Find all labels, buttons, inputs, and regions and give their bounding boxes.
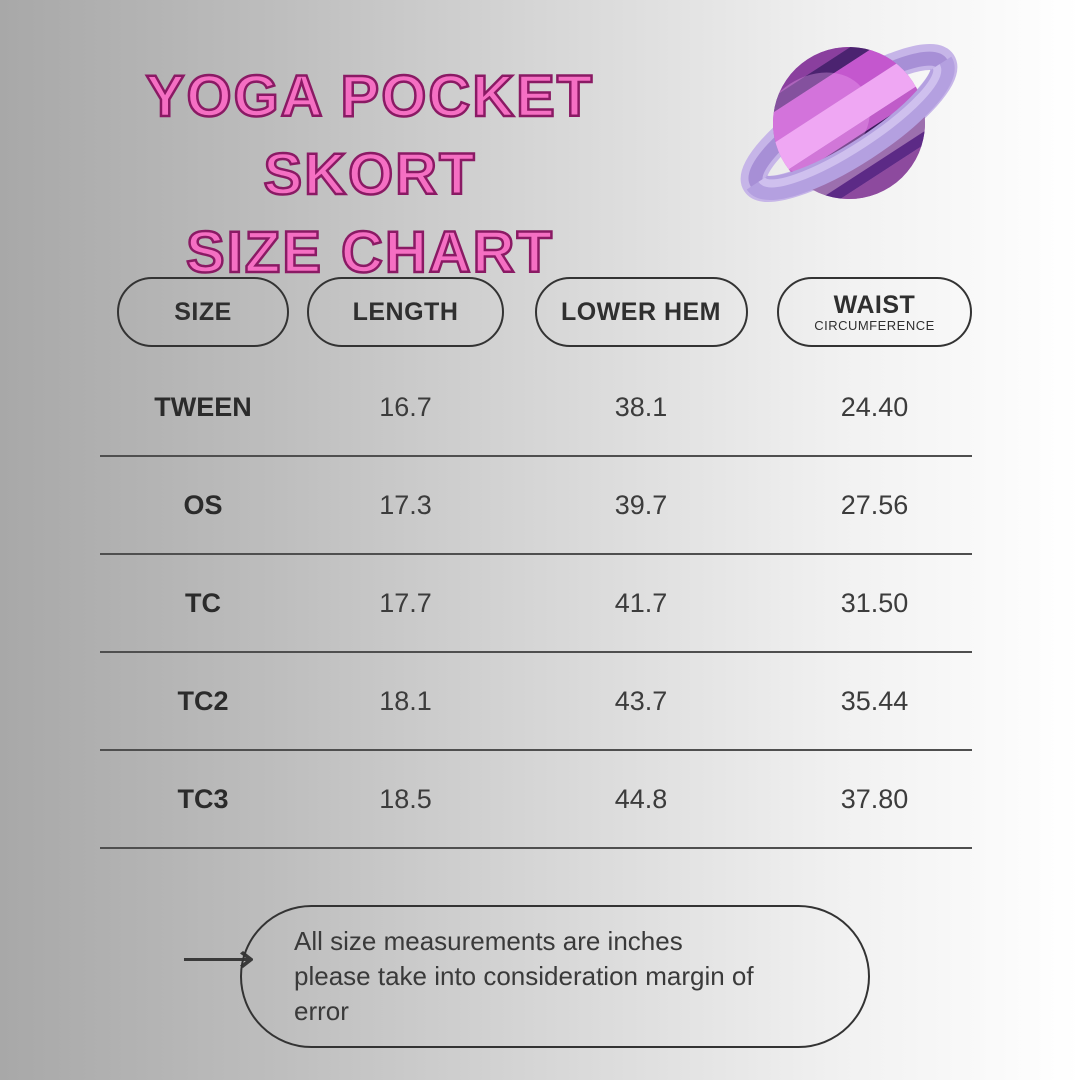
header-length: LENGTH bbox=[306, 277, 505, 347]
row-lower-hem-value: 43.7 bbox=[614, 685, 668, 716]
row-waist-value: 24.40 bbox=[840, 391, 909, 422]
note-line-3: error bbox=[294, 996, 349, 1026]
title-line-2: SIZE CHART bbox=[185, 219, 554, 287]
table-header-row: SIZE LENGTH LOWER HEM WAIST CIRCUMFERENC… bbox=[100, 277, 972, 347]
table-row: TWEEN 16.7 38.1 24.40 bbox=[100, 359, 972, 457]
waist-header-pill: WAIST CIRCUMFERENCE bbox=[777, 277, 972, 347]
size-header-pill: SIZE bbox=[117, 277, 289, 347]
row-lower-hem-value: 38.1 bbox=[614, 391, 668, 422]
row-length-value: 18.1 bbox=[379, 685, 432, 716]
size-table: SIZE LENGTH LOWER HEM WAIST CIRCUMFERENC… bbox=[100, 277, 972, 849]
length-header-label: LENGTH bbox=[352, 297, 459, 326]
page-title: YOGA POCKET SKORT SIZE CHART bbox=[40, 58, 700, 292]
row-length-value: 18.5 bbox=[379, 783, 432, 814]
header-size: SIZE bbox=[100, 277, 306, 347]
row-waist-value: 27.56 bbox=[840, 489, 909, 520]
row-lower-hem-value: 39.7 bbox=[614, 489, 668, 520]
length-header-pill: LENGTH bbox=[307, 277, 504, 347]
row-length-value: 16.7 bbox=[379, 391, 432, 422]
header-lower-hem: LOWER HEM bbox=[505, 277, 777, 347]
note-line-1: All size measurements are inches bbox=[294, 926, 683, 956]
title-line-1: YOGA POCKET SKORT bbox=[145, 63, 595, 209]
row-waist-value: 31.50 bbox=[840, 587, 909, 618]
row-lower-hem-value: 44.8 bbox=[614, 783, 668, 814]
table-row: OS 17.3 39.7 27.56 bbox=[100, 457, 972, 555]
table-row: TC2 18.1 43.7 35.44 bbox=[100, 653, 972, 751]
row-size-label: TC2 bbox=[177, 685, 229, 716]
row-length-value: 17.3 bbox=[379, 489, 432, 520]
row-size-label: TWEEN bbox=[154, 391, 252, 422]
note-line-2: please take into consideration margin of bbox=[294, 961, 754, 991]
row-size-label: TC bbox=[185, 587, 221, 618]
row-length-value: 17.7 bbox=[379, 587, 432, 618]
row-size-label: TC3 bbox=[177, 783, 229, 814]
lower-hem-header-label: LOWER HEM bbox=[560, 297, 722, 326]
waist-header-sublabel: CIRCUMFERENCE bbox=[814, 318, 935, 333]
measurement-note: All size measurements are inches please … bbox=[240, 905, 870, 1048]
size-header-label: SIZE bbox=[174, 297, 232, 326]
header-waist: WAIST CIRCUMFERENCE bbox=[777, 277, 972, 347]
table-row: TC3 18.5 44.8 37.80 bbox=[100, 751, 972, 849]
table-row: TC 17.7 41.7 31.50 bbox=[100, 555, 972, 653]
row-lower-hem-value: 41.7 bbox=[614, 587, 668, 618]
row-waist-value: 37.80 bbox=[840, 783, 909, 814]
lower-hem-header-pill: LOWER HEM bbox=[534, 277, 748, 347]
table-body: TWEEN 16.7 38.1 24.40 OS 17.3 39.7 27.56… bbox=[100, 359, 972, 849]
saturn-planet-icon bbox=[740, 17, 958, 229]
row-size-label: OS bbox=[183, 489, 223, 520]
row-waist-value: 35.44 bbox=[840, 685, 909, 716]
waist-header-label: WAIST bbox=[833, 291, 916, 319]
